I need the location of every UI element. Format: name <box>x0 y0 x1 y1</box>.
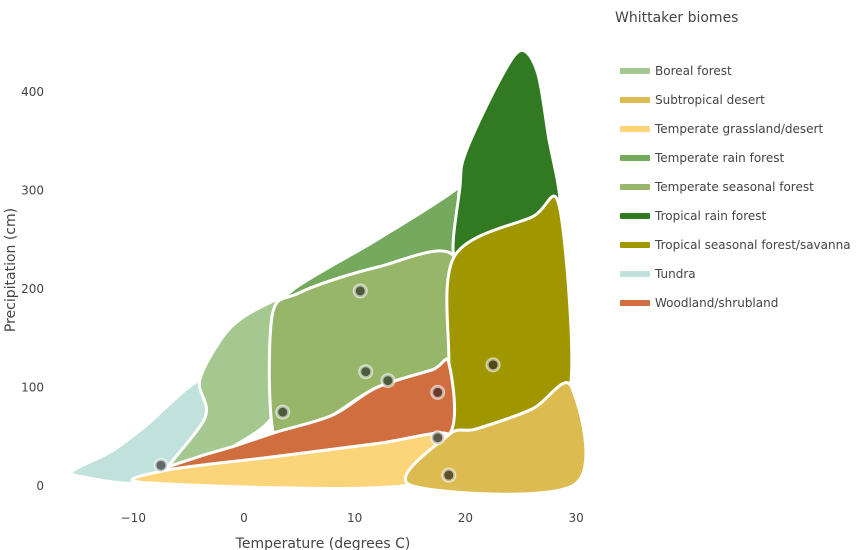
data-point-5[interactable] <box>380 373 396 389</box>
data-points <box>153 283 501 483</box>
x-axis-title: Temperature (degrees C) <box>235 536 411 550</box>
legend-item-temperate-rain-forest[interactable]: Temperate rain forest <box>620 151 784 165</box>
y-axis-ticks: 0 100 200 300 400 <box>21 85 44 493</box>
y-axis-title: Precipitation (cm) <box>3 208 19 332</box>
x-tick-label: 30 <box>568 511 583 525</box>
legend-swatch <box>620 68 650 74</box>
legend-item-woodland-shrubland[interactable]: Woodland/shrubland <box>620 296 778 310</box>
legend-swatch <box>620 97 650 103</box>
legend-label: Temperate rain forest <box>654 151 784 165</box>
legend-swatch <box>620 213 650 219</box>
legend-item-boreal-forest[interactable]: Boreal forest <box>620 64 732 78</box>
y-tick-label: 100 <box>21 381 44 395</box>
legend-item-temperate-seasonal-forest[interactable]: Temperate seasonal forest <box>620 180 814 194</box>
y-tick-label: 400 <box>21 85 44 99</box>
region-subtropical-desert <box>403 381 588 496</box>
legend-swatch <box>620 271 650 277</box>
x-tick-label: −10 <box>121 511 146 525</box>
legend-item-tundra[interactable]: Tundra <box>620 267 696 281</box>
data-point-3[interactable] <box>352 283 368 299</box>
legend-swatch <box>620 242 650 248</box>
data-point-6[interactable] <box>430 384 446 400</box>
data-point-4[interactable] <box>358 364 374 380</box>
legend-label: Temperate grassland/desert <box>654 122 823 136</box>
legend-label: Tropical rain forest <box>654 209 767 223</box>
biome-regions <box>70 49 588 496</box>
data-point-1[interactable] <box>153 457 169 473</box>
data-point-8[interactable] <box>485 357 501 373</box>
legend-swatch <box>620 184 650 190</box>
y-tick-label: 200 <box>21 282 44 296</box>
x-tick-label: 20 <box>458 511 473 525</box>
x-tick-label: 10 <box>347 511 362 525</box>
region-temperate-grassland-desert <box>130 431 454 490</box>
legend-label: Woodland/shrubland <box>655 296 778 310</box>
x-axis-ticks: −10 0 10 20 30 <box>121 511 584 525</box>
legend-label: Tropical seasonal forest/savanna <box>654 238 851 252</box>
legend: Whittaker biomes Boreal forest Subtropica… <box>615 10 851 310</box>
legend-item-tropical-seasonal-forest-savanna[interactable]: Tropical seasonal forest/savanna <box>620 238 851 252</box>
legend-label: Boreal forest <box>655 64 732 78</box>
data-point-9[interactable] <box>441 467 457 483</box>
legend-item-tropical-rain-forest[interactable]: Tropical rain forest <box>620 209 767 223</box>
legend-item-temperate-grassland-desert[interactable]: Temperate grassland/desert <box>620 122 823 136</box>
data-point-2[interactable] <box>275 404 291 420</box>
legend-swatch <box>620 300 650 306</box>
legend-swatch <box>620 155 650 161</box>
legend-item-subtropical-desert[interactable]: Subtropical desert <box>620 93 765 107</box>
legend-swatch <box>620 126 650 132</box>
legend-label: Temperate seasonal forest <box>654 180 814 194</box>
legend-label: Subtropical desert <box>655 93 765 107</box>
legend-title: Whittaker biomes <box>615 10 738 26</box>
x-tick-label: 0 <box>240 511 248 525</box>
data-point-7[interactable] <box>430 430 446 446</box>
y-tick-label: 0 <box>36 479 44 493</box>
y-tick-label: 300 <box>21 184 44 198</box>
legend-label: Tundra <box>654 267 696 281</box>
